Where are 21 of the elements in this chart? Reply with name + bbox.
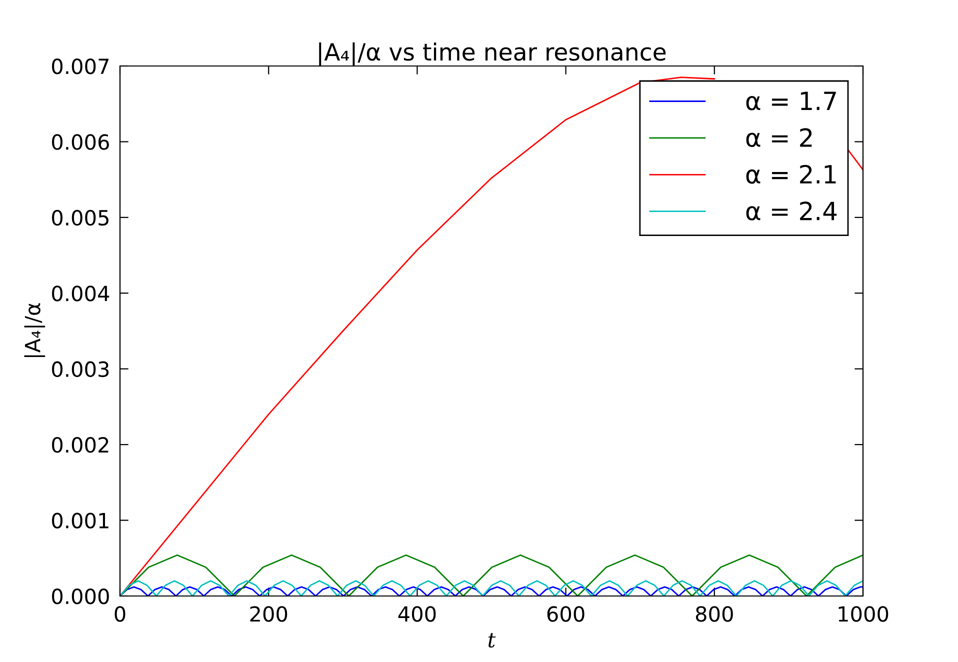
y-tick-label: 0.006 [52,134,109,150]
x-tick-label: 400 [398,606,436,622]
chart-title: |A₄|/α vs time near resonance [319,42,666,66]
y-tick-label: 0.004 [52,286,110,302]
legend-label: α = 2.1 [746,164,836,184]
x-tick-label: 200 [250,606,288,622]
y-tick-label: 0.001 [52,512,108,528]
legend-label: α = 2.4 [746,202,837,220]
y-axis-title: |A₄|/α [24,303,46,358]
legend-label: α = 1.7 [746,92,836,110]
y-tick-label: 0.000 [52,588,109,604]
y-tick-label: 0.005 [52,210,108,226]
y-tick-label: 0.002 [52,437,108,453]
x-tick-label: 600 [547,606,584,622]
y-tick-label: 0.007 [52,58,108,74]
x-tick-label: 1000 [838,606,888,622]
x-tick-label: 800 [696,606,733,622]
legend-label: α = 2 [746,128,812,147]
y-tick-label: 0.003 [52,361,109,378]
x-axis-title: t [488,633,496,648]
x-tick-label: 0 [114,606,126,622]
